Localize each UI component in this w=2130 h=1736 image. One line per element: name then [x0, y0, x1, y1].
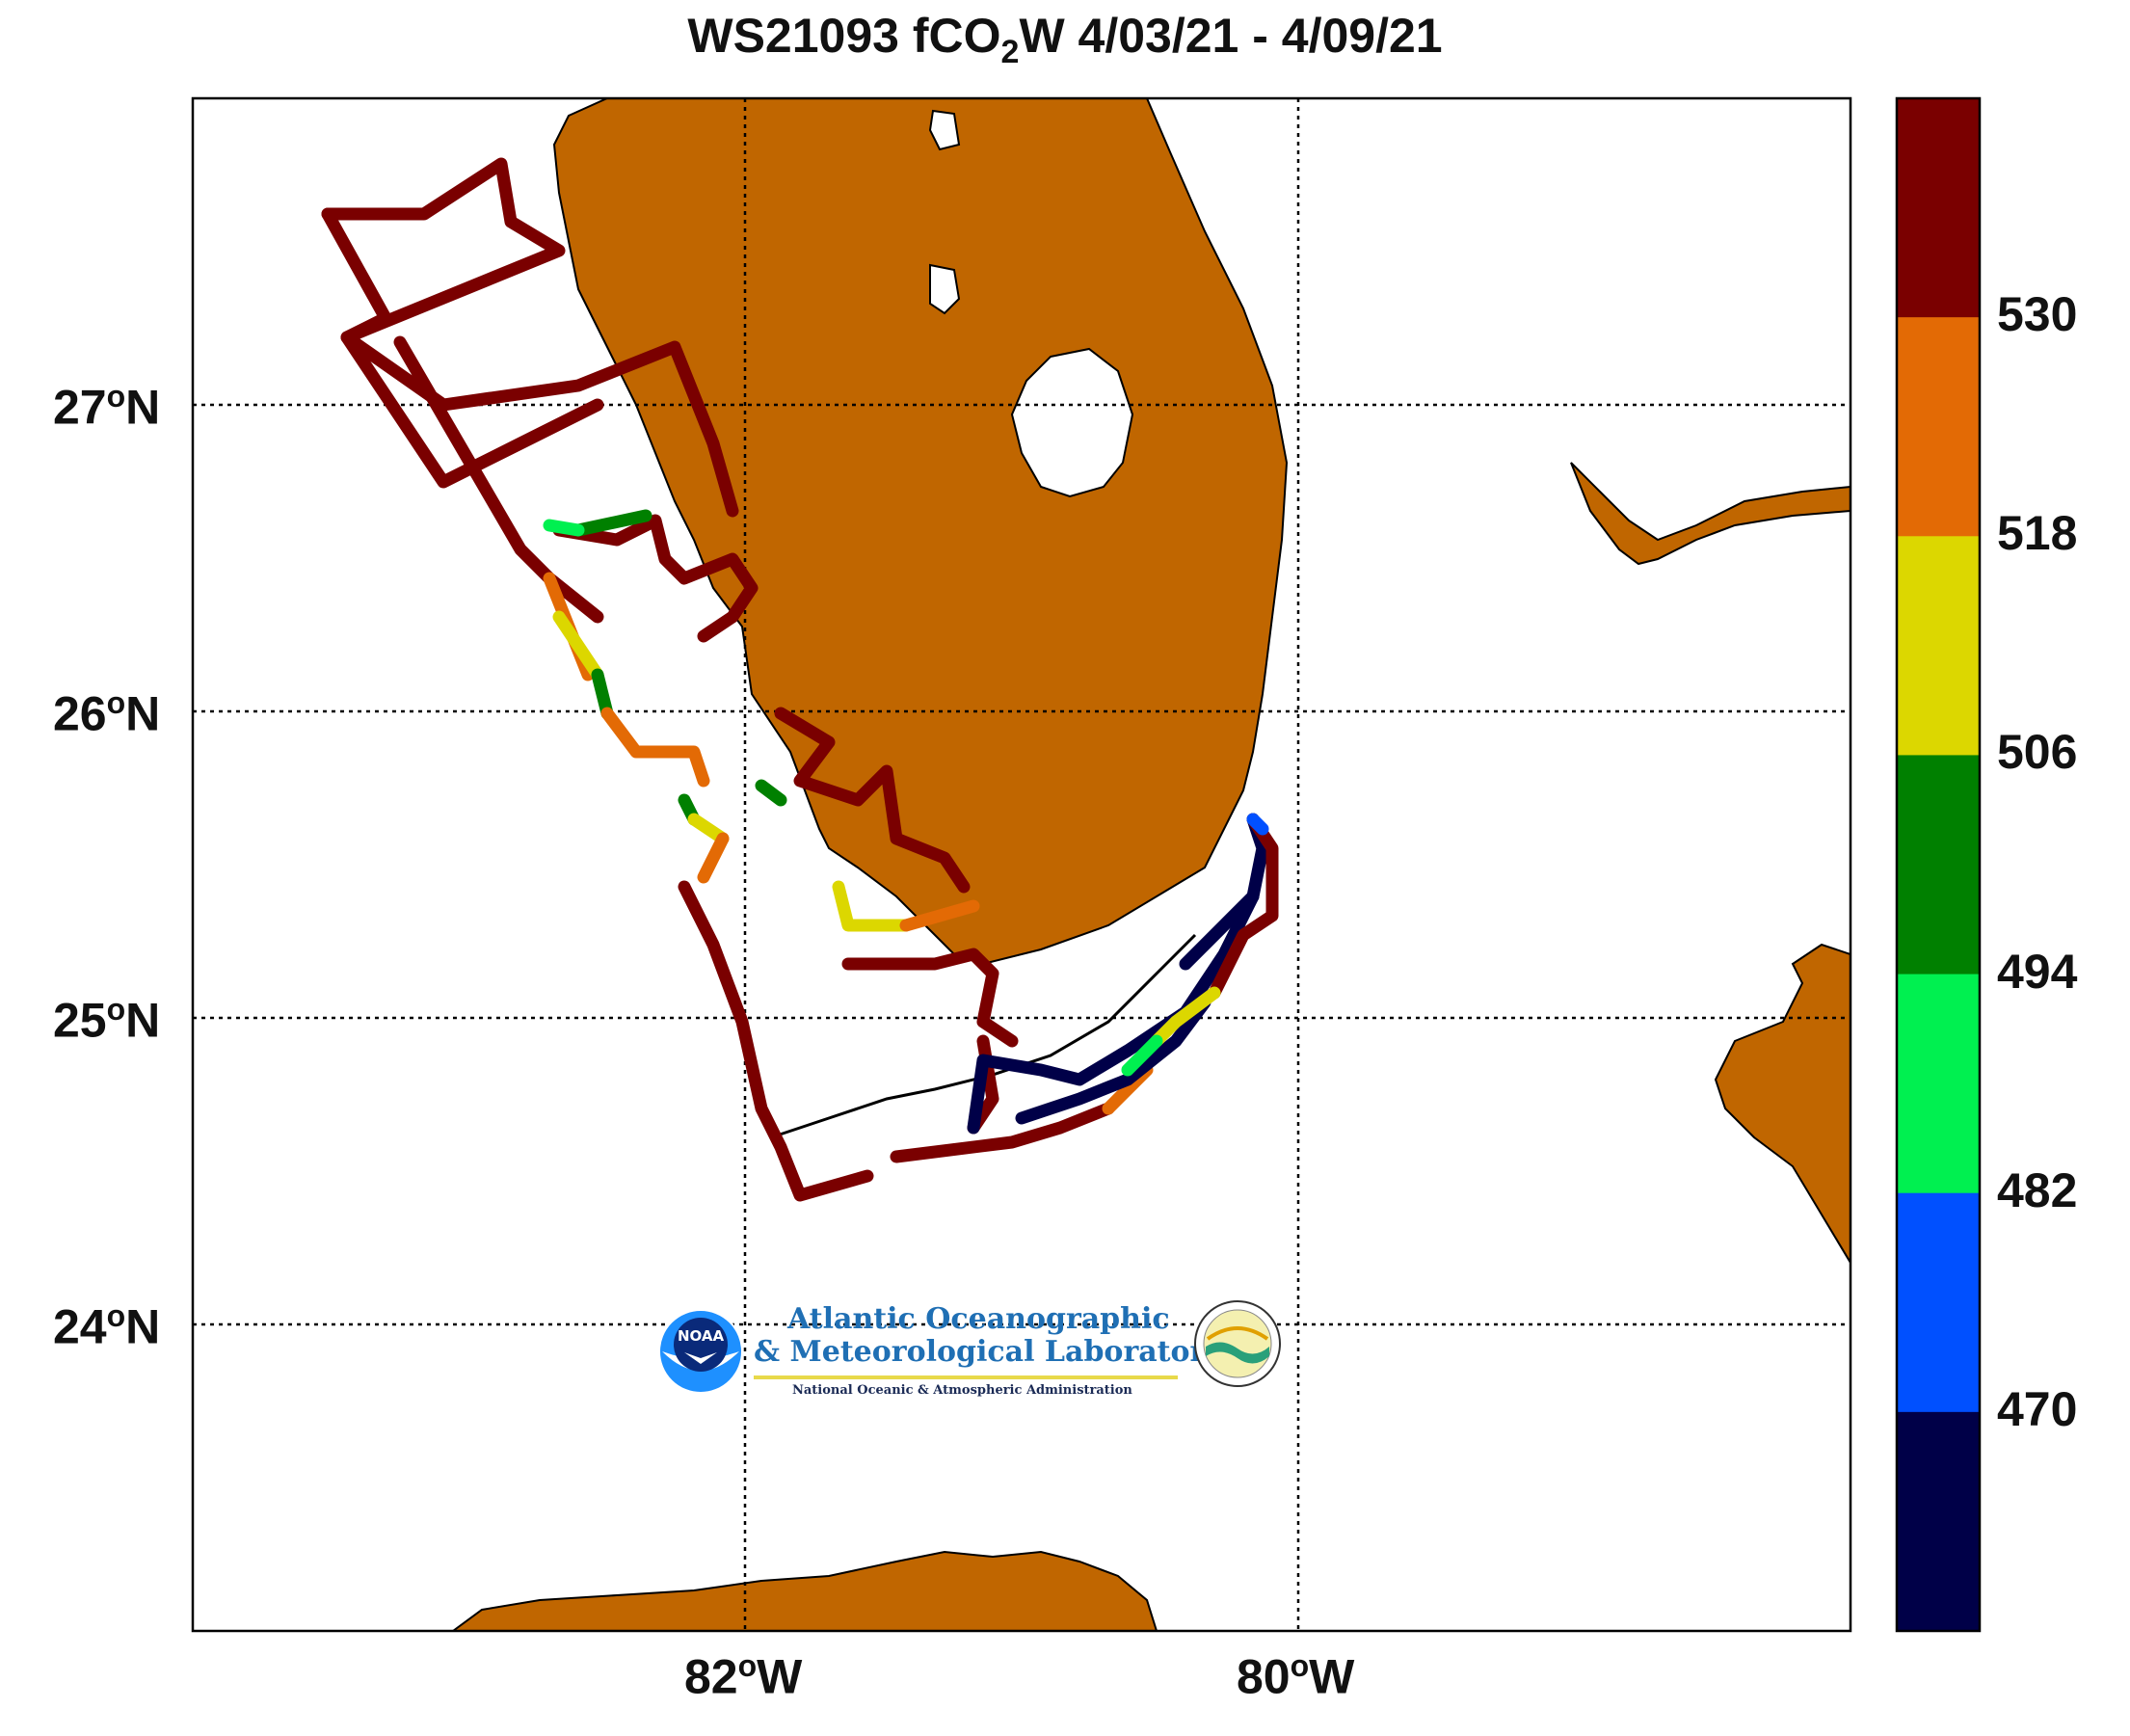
track-segment	[841, 948, 1019, 1048]
lat-label: 27oN	[53, 379, 161, 435]
track-segment	[899, 899, 980, 932]
track-segment	[1179, 890, 1260, 971]
map-title: WS21093 fCO2W 4/03/21 - 4/09/21	[687, 9, 1443, 70]
track-segment	[1121, 1034, 1163, 1077]
bahamas-land	[1570, 462, 1850, 566]
colorbar-block	[1897, 1411, 1980, 1632]
florida-land	[552, 98, 1289, 966]
east-land	[1714, 943, 1850, 1265]
track-segment	[572, 509, 652, 537]
track-segment	[890, 1102, 1115, 1163]
track-segment	[1246, 813, 1269, 836]
cuba-land	[451, 1550, 1158, 1631]
grid	[193, 98, 1850, 1631]
colorbar-block	[1897, 755, 1980, 975]
track-segment	[1015, 996, 1211, 1125]
track-segment	[755, 779, 787, 807]
track-segment	[552, 610, 604, 681]
lake-okeechobee	[1010, 347, 1134, 498]
colorbar-block	[1897, 1192, 1980, 1413]
ship-track	[321, 157, 1279, 1202]
lon-label: 82oW	[684, 1648, 803, 1704]
aoml-logo: NOAA Atlantic Oceanographic & Meteorolog…	[657, 1298, 1284, 1404]
lat-label: 25oN	[53, 992, 161, 1048]
lon-label: 80oW	[1237, 1648, 1355, 1704]
track-segment	[552, 514, 759, 643]
colorbar-tick-label: 506	[1997, 725, 2078, 780]
aoml-emblem-icon	[1194, 1300, 1281, 1387]
track-segment	[678, 880, 874, 1202]
track-segment	[1208, 813, 1279, 1000]
track-segment	[697, 832, 730, 884]
logo-line-2: & Meteorological Laboratory	[754, 1335, 1222, 1369]
colorbar-tick-label: 482	[1997, 1162, 2078, 1217]
track-segment	[600, 707, 710, 788]
colorbar-tick-label: 470	[1997, 1381, 2078, 1436]
logo-rule	[754, 1375, 1178, 1379]
track-segment	[321, 207, 604, 489]
track-segment	[774, 707, 971, 894]
colorbar-tick-label: 494	[1997, 944, 2078, 999]
colorbar-block	[1897, 974, 1980, 1194]
svg-text:NOAA: NOAA	[678, 1327, 725, 1345]
track-segment	[832, 880, 913, 932]
track-segment	[591, 668, 614, 720]
track-segment	[967, 813, 1269, 1135]
colorbar-block	[1897, 317, 1980, 537]
colorbar-tick-label: 518	[1997, 506, 2078, 561]
track-segment	[1150, 986, 1221, 1048]
lat-label: 26oN	[53, 685, 161, 741]
noaa-emblem-icon: NOAA	[658, 1309, 743, 1394]
map-border	[191, 96, 1852, 1633]
colorbar-tick-label: 530	[1997, 287, 2078, 342]
logo-line-3: National Oceanic & Atmospheric Administr…	[792, 1383, 1132, 1398]
lat-label: 24oN	[53, 1298, 161, 1354]
track-segment	[393, 335, 604, 624]
small-lake	[929, 263, 961, 315]
colorbar-block	[1897, 98, 1980, 318]
track-segment	[543, 519, 585, 537]
small-lake	[928, 109, 961, 151]
logo-line-1: Atlantic Oceanographic	[787, 1302, 1170, 1336]
colorbar-block	[1897, 536, 1980, 756]
